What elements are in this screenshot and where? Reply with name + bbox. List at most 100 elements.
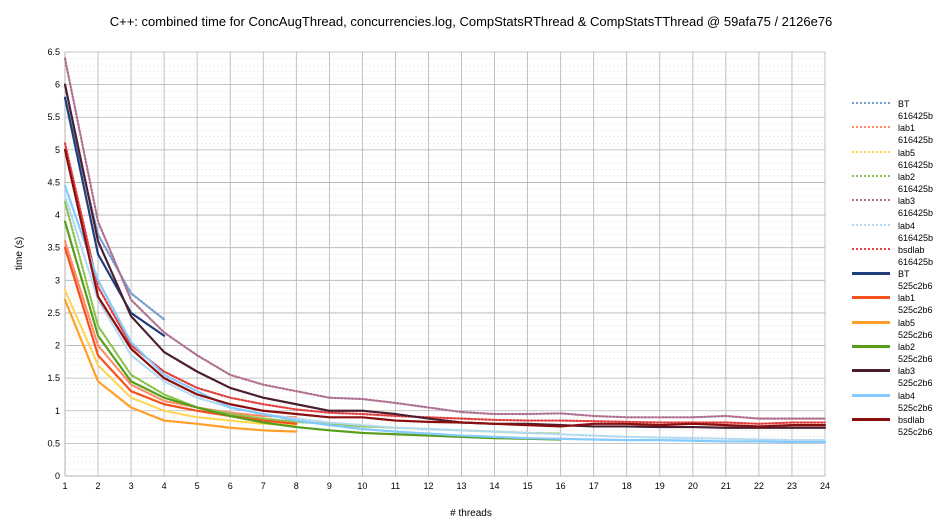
legend-label: lab3 616425b: [898, 195, 933, 219]
y-tick-label: 5: [55, 145, 60, 155]
legend-series-name: lab1: [898, 293, 916, 304]
legend-swatch: [852, 345, 890, 348]
legend-label: lab1 525c2b6: [898, 292, 933, 316]
x-tick-label: 4: [162, 481, 167, 491]
x-tick-label: 13: [457, 481, 467, 491]
y-tick-label: 0: [55, 471, 60, 481]
series-line-lab1-525c2b6: [63, 246, 298, 425]
legend-swatch: [852, 393, 890, 397]
legend-series-commit: 616425b: [898, 232, 934, 243]
series-line-lab3-525c2b6: [63, 83, 827, 429]
x-tick-label: 5: [195, 481, 200, 491]
legend-label: lab2 616425b: [898, 171, 933, 195]
y-tick-label: 0.5: [47, 438, 60, 448]
legend-series-name: lab5: [898, 317, 916, 328]
x-tick-label: 21: [721, 481, 731, 491]
y-tick-label: 1: [55, 406, 60, 416]
legend-series-commit: 525c2b6: [898, 329, 933, 340]
y-tick-label: 5.5: [47, 112, 60, 122]
y-tick-label: 6: [55, 80, 60, 90]
legend-swatch: [852, 296, 890, 300]
legend-label: lab3 525c2b6: [898, 365, 933, 389]
y-tick-label: 2.5: [47, 308, 60, 318]
series-line-lab2-525c2b6: [63, 220, 562, 441]
y-tick-label: 4: [55, 210, 60, 220]
legend-series-commit: 525c2b6: [898, 378, 933, 389]
legend-label: BT 525c2b6: [898, 268, 933, 292]
legend-label: lab5 525c2b6: [898, 317, 933, 341]
chart-title: C++: combined time for ConcAugThread, co…: [109, 14, 833, 29]
legend-series-name: lab4: [898, 390, 916, 401]
legend-series-commit: 616425b: [898, 183, 934, 194]
legend-swatch: [852, 126, 890, 129]
x-tick-label: 19: [655, 481, 665, 491]
legend-label: lab4 616425b: [898, 220, 933, 244]
legend-series-commit: 525c2b6: [898, 426, 933, 437]
y-tick-label: 3: [55, 275, 60, 285]
x-tick-label: 16: [556, 481, 566, 491]
legend-label: bsdlab 525c2b6: [898, 414, 933, 438]
x-tick-label: 23: [787, 481, 797, 491]
x-tick-label: 12: [423, 481, 433, 491]
series-line-bsdlab-525c2b6: [63, 148, 827, 428]
legend-swatch: [852, 102, 890, 104]
y-tick-label: 6.5: [47, 47, 60, 57]
x-tick-label: 9: [327, 481, 332, 491]
legend-series-commit: 525c2b6: [898, 354, 933, 364]
legend-series-commit: 616425b: [898, 208, 934, 219]
legend-series-name: bsdlab: [898, 414, 925, 425]
legend-series-name: lab1: [898, 123, 916, 134]
x-tick-label: 8: [294, 481, 299, 491]
x-tick-label: 22: [754, 481, 764, 491]
y-tick-label: 2: [55, 341, 60, 351]
y-tick-label: 1.5: [47, 373, 60, 383]
legend-swatch: [852, 223, 890, 226]
x-tick-label: 17: [589, 481, 599, 491]
legend-series-commit: 616425b: [898, 256, 934, 267]
legend-swatch: [852, 199, 890, 202]
legend-label: lab1 616425b: [898, 122, 933, 146]
legend-series-name: lab2: [898, 171, 916, 182]
series-line-bsdlab-616425b: [63, 142, 827, 425]
series-line-bt-525c2b6: [63, 96, 166, 337]
legend-series-commit: 616425b: [898, 111, 934, 121]
x-tick-label: 3: [129, 481, 134, 491]
legend-series-name: lab3: [898, 366, 916, 377]
legend-swatch: [852, 174, 890, 177]
x-tick-label: 6: [228, 481, 233, 491]
legend-series-name: BT: [898, 99, 910, 109]
legend-swatch: [852, 369, 890, 373]
x-axis-label: # threads: [450, 508, 492, 519]
legend-label: lab2 525c2b6: [898, 341, 933, 365]
legend-series-name: lab2: [898, 342, 916, 352]
legend-label: lab5 616425b: [898, 147, 933, 171]
x-tick-label: 20: [688, 481, 698, 491]
legend-swatch: [852, 272, 890, 276]
legend-series-commit: 616425b: [898, 159, 934, 170]
legend-label: lab4 525c2b6: [898, 390, 933, 414]
legend-series-commit: 616425b: [898, 135, 934, 146]
legend-series-name: bsdlab: [898, 244, 925, 255]
series-line-lab3-616425b: [63, 57, 827, 420]
legend-swatch: [852, 150, 890, 153]
series-line-lab5-616425b: [63, 288, 298, 427]
legend-series-commit: 525c2b6: [898, 305, 933, 316]
legend-label: BT 616425b: [898, 98, 933, 122]
legend-swatch: [852, 417, 890, 421]
x-tick-label: 18: [622, 481, 632, 491]
legend-series-name: lab4: [898, 220, 916, 231]
series-line-lab4-525c2b6: [63, 184, 827, 444]
x-tick-label: 15: [523, 481, 533, 491]
legend-series-name: BT: [898, 269, 910, 280]
series-line-lab1-616425b: [63, 240, 298, 419]
series-line-lab4-616425b: [63, 194, 827, 442]
series-line-lab5-525c2b6: [63, 298, 298, 433]
x-tick-label: 7: [261, 481, 266, 491]
x-tick-label: 14: [490, 481, 500, 491]
x-tick-label: 2: [96, 481, 101, 491]
legend-swatch: [852, 320, 890, 324]
x-tick-label: 24: [820, 481, 830, 491]
legend-series-name: lab5: [898, 147, 916, 158]
x-tick-label: 1: [62, 481, 67, 491]
